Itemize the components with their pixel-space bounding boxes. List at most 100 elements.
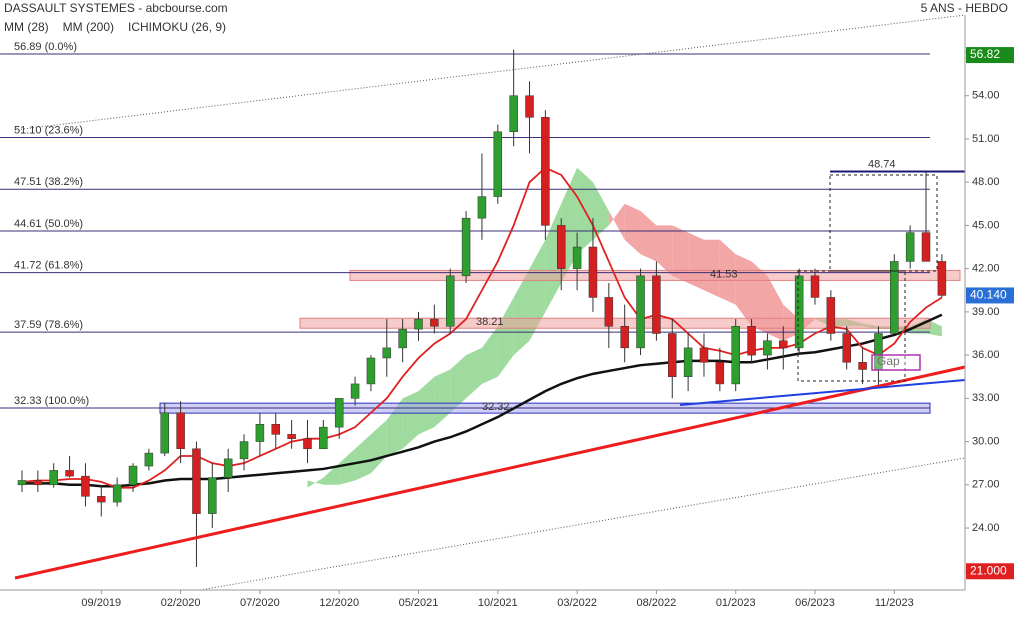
candle-body: [398, 328, 407, 349]
price-tag-label: 40.140: [970, 288, 1007, 302]
candle-body: [350, 383, 360, 399]
y-tick-label: 48.00: [972, 176, 1000, 188]
candle-body: [97, 496, 106, 503]
candle-body: [414, 318, 423, 330]
candle-body: [699, 347, 709, 363]
fib-label: 32.33 (100.0%): [14, 395, 89, 407]
x-tick-label: 05/2021: [399, 597, 439, 609]
candle-body: [747, 326, 756, 356]
x-tick-label: 10/2021: [478, 597, 518, 609]
candle-body: [826, 297, 836, 334]
candle-body: [49, 470, 58, 486]
support-line: [14, 365, 966, 580]
candle-body: [890, 261, 899, 334]
y-tick-label: 54.00: [972, 90, 1000, 102]
x-tick-label: 12/2020: [319, 597, 359, 609]
candle-body: [779, 340, 788, 349]
support-line-blue: [679, 379, 966, 406]
ichimoku-cloud: [688, 232, 704, 291]
channel-bottom: [199, 457, 966, 591]
ichimoku-cloud: [513, 268, 530, 356]
y-tick-label: 42.00: [972, 263, 1000, 275]
legend-entry: ICHIMOKU (26, 9): [128, 20, 226, 34]
y-tick-label: 39.00: [972, 306, 1000, 318]
candle-body: [636, 275, 645, 349]
candle-body: [176, 412, 185, 450]
candle-body: [556, 225, 566, 269]
candle-body: [731, 326, 740, 385]
candle-body: [810, 275, 820, 298]
ichimoku-cloud: [624, 203, 641, 255]
x-tick-label: 02/2020: [161, 597, 201, 609]
candle-body: [160, 412, 169, 454]
candle-body: [921, 232, 931, 262]
annotation: Gap: [877, 354, 900, 368]
ichimoku-cloud: [307, 477, 324, 488]
fib-label: 37.59 (78.6%): [14, 319, 83, 331]
annotation: 48.74: [868, 158, 896, 170]
candle-body: [905, 232, 915, 262]
x-tick-label: 03/2022: [557, 597, 597, 609]
candle-body: [208, 477, 217, 514]
candle-body: [620, 326, 629, 349]
price-tag-label: 56.82: [970, 47, 1000, 61]
candle-body: [430, 318, 439, 327]
candle-body: [794, 275, 804, 349]
candle-body: [223, 458, 233, 478]
moving-average: [22, 313, 943, 488]
candle-body: [192, 448, 201, 514]
x-tick-label: 08/2022: [637, 597, 677, 609]
x-tick-label: 06/2023: [795, 597, 835, 609]
candle-body: [509, 95, 518, 132]
candle-body: [382, 347, 392, 359]
ichimoku-cloud: [481, 326, 498, 384]
candle-body: [303, 438, 312, 450]
ichimoku-cloud: [355, 434, 371, 481]
ichimoku-cloud: [450, 355, 467, 413]
ichimoku-cloud: [339, 448, 356, 485]
fib-label: 47.51 (38.2%): [14, 176, 83, 188]
price-tag: [966, 47, 1014, 64]
candle-body: [477, 196, 487, 219]
price-tag: [966, 287, 1014, 304]
fib-label: 44.61 (50.0%): [14, 218, 83, 230]
candle-body: [604, 297, 614, 327]
channel-top: [14, 14, 966, 131]
ichimoku-cloud: [529, 239, 546, 341]
candle-body: [128, 465, 138, 486]
candle-body: [239, 441, 249, 460]
fib-label: 51.10 (23.6%): [14, 124, 83, 136]
gap-box: [871, 354, 921, 371]
ichimoku-cloud: [323, 463, 340, 485]
fib-label: 56.89 (0.0%): [14, 41, 77, 53]
candle-body: [763, 340, 772, 356]
candle-body: [366, 357, 376, 385]
zone-label: 38.21: [476, 316, 504, 328]
x-tick-label: 11/2023: [875, 597, 914, 609]
candle-body: [572, 246, 582, 269]
fib-label: 41.72 (61.8%): [14, 260, 83, 272]
candle-body: [287, 434, 296, 439]
candle-body: [858, 362, 867, 370]
candle-body: [461, 217, 471, 277]
candle-body: [652, 275, 661, 334]
candle-body: [255, 424, 265, 442]
candle-body: [334, 398, 344, 428]
candle-body: [319, 426, 328, 450]
candle-body: [144, 452, 154, 467]
y-tick-label: 30.00: [972, 435, 1000, 447]
candle-body: [493, 131, 503, 197]
y-tick-label: 24.00: [972, 522, 1000, 534]
legend-entry: MM (28): [4, 20, 49, 34]
x-tick-label: 09/2019: [81, 597, 121, 609]
candle-body: [683, 347, 693, 377]
candle-body: [445, 275, 455, 327]
range-box: [797, 270, 906, 382]
price-tag-label: 21.000: [970, 563, 1007, 577]
ichimoku-cloud: [672, 225, 689, 284]
candle-body: [81, 475, 90, 497]
zone: [299, 317, 931, 329]
moving-average: [21, 166, 943, 489]
y-tick-label: 36.00: [972, 349, 1000, 361]
